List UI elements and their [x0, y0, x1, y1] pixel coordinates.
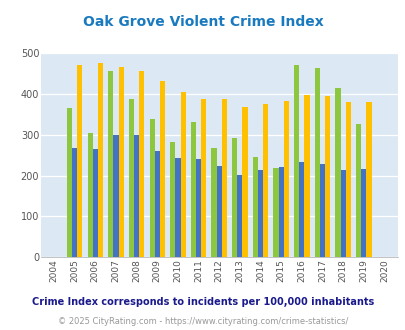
Bar [134, 135, 139, 257]
Bar [232, 138, 237, 257]
Bar [170, 142, 175, 257]
Text: Crime Index corresponds to incidents per 100,000 inhabitants: Crime Index corresponds to incidents per… [32, 297, 373, 307]
Bar [175, 157, 180, 257]
Legend: Oak Grove, Kentucky, National: Oak Grove, Kentucky, National [81, 328, 356, 330]
Bar [365, 102, 371, 257]
Bar [113, 135, 118, 257]
Bar [304, 95, 309, 257]
Bar [257, 170, 262, 257]
Bar [262, 104, 268, 257]
Bar [319, 164, 324, 257]
Bar [72, 148, 77, 257]
Bar [340, 170, 345, 257]
Bar [128, 99, 134, 257]
Bar [216, 166, 221, 257]
Bar [190, 121, 196, 257]
Text: © 2025 CityRating.com - https://www.cityrating.com/crime-statistics/: © 2025 CityRating.com - https://www.city… [58, 317, 347, 326]
Text: Oak Grove Violent Crime Index: Oak Grove Violent Crime Index [83, 15, 322, 29]
Bar [242, 107, 247, 257]
Bar [345, 102, 350, 257]
Bar [360, 169, 365, 257]
Bar [221, 99, 226, 257]
Bar [324, 96, 329, 257]
Bar [92, 149, 98, 257]
Bar [355, 124, 360, 257]
Bar [180, 92, 185, 257]
Bar [87, 133, 92, 257]
Bar [283, 101, 288, 257]
Bar [160, 81, 164, 257]
Bar [149, 119, 154, 257]
Bar [139, 71, 144, 257]
Bar [98, 63, 103, 257]
Bar [77, 65, 82, 257]
Bar [67, 108, 72, 257]
Bar [278, 167, 283, 257]
Bar [118, 67, 124, 257]
Bar [196, 159, 200, 257]
Bar [314, 68, 319, 257]
Bar [298, 162, 304, 257]
Bar [273, 168, 278, 257]
Bar [200, 99, 206, 257]
Bar [293, 65, 298, 257]
Bar [108, 71, 113, 257]
Bar [237, 175, 242, 257]
Bar [335, 88, 340, 257]
Bar [154, 151, 160, 257]
Bar [211, 148, 216, 257]
Bar [252, 157, 257, 257]
